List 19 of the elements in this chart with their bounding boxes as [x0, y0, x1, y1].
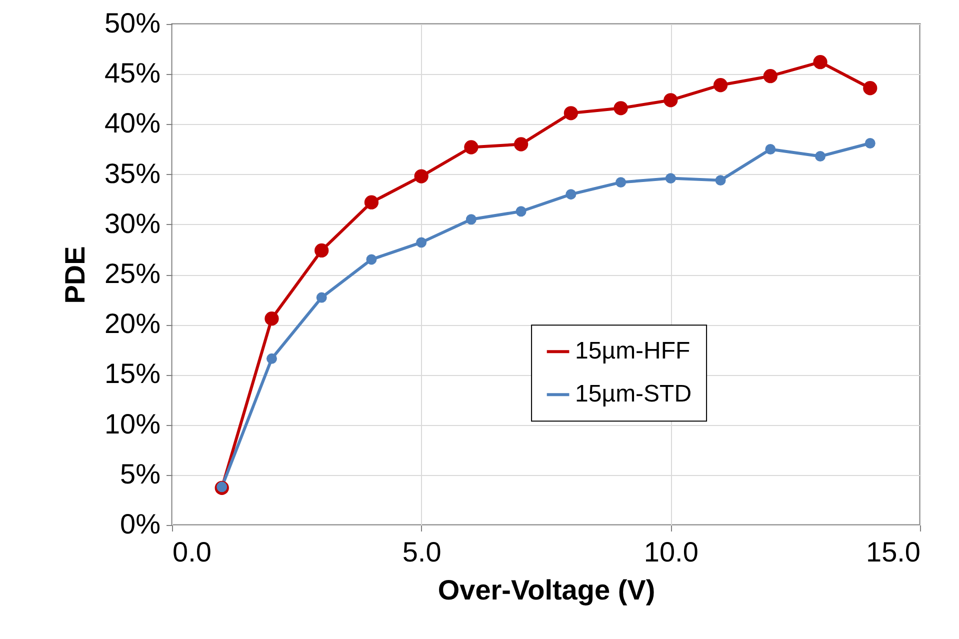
legend-label: 15µm-HFF — [575, 338, 690, 365]
y-tick-label: 40% — [104, 108, 160, 139]
y-tick-label: 15% — [104, 358, 160, 390]
x-axis-title: Over-Voltage (V) — [438, 574, 656, 606]
x-tick-label: 15.0 — [866, 536, 920, 568]
y-tick-label: 45% — [104, 58, 160, 89]
y-tick-label: 10% — [104, 408, 160, 440]
y-tick-label: 20% — [104, 308, 160, 340]
y-tick-label: 30% — [104, 208, 160, 239]
y-tick-label: 35% — [104, 158, 160, 189]
legend-label: 15µm-STD — [575, 380, 692, 408]
y-tick-label: 25% — [104, 258, 160, 289]
y-axis-title: PDE — [59, 246, 90, 304]
y-tick-label: 0% — [120, 508, 160, 540]
y-tick-label: 5% — [120, 458, 160, 490]
y-tick-label: 50% — [104, 8, 160, 38]
x-tick-label: 0.0 — [172, 536, 212, 568]
x-tick-label: 5.0 — [402, 536, 442, 568]
x-tick-label: 10.0 — [644, 536, 698, 568]
